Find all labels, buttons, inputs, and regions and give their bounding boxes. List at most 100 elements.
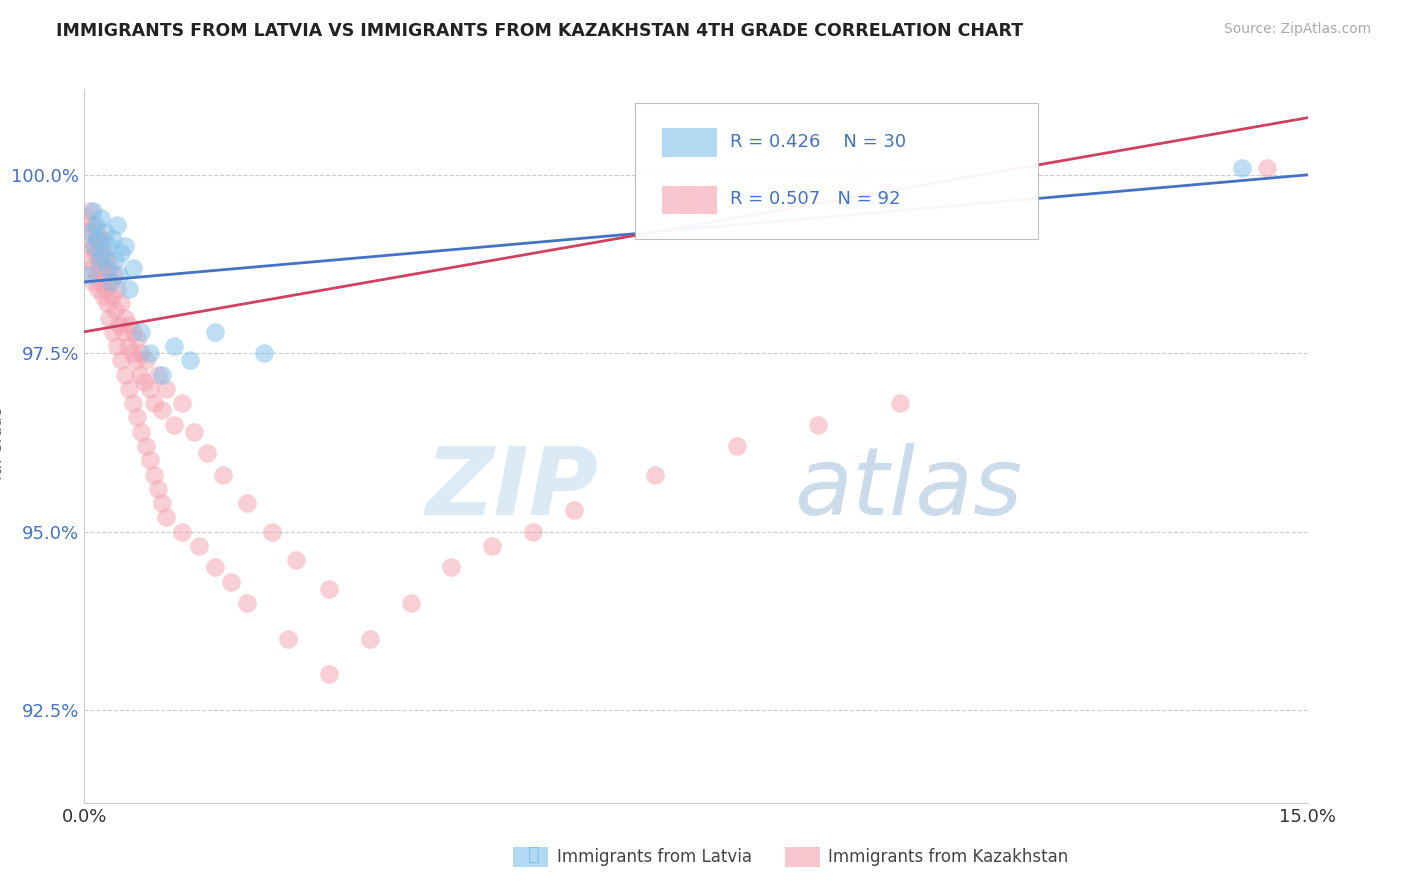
Point [644,467,666,482]
Point [359,632,381,646]
Point [163,417,186,432]
Point [114,239,136,253]
Point [77,225,100,239]
Text: R = 0.507   N = 92: R = 0.507 N = 92 [730,190,901,208]
Point [100,260,122,275]
Point [172,524,194,539]
Point [1256,161,1278,175]
Point [112,325,135,339]
Point [118,318,141,332]
Point [80,260,103,275]
Point [79,203,101,218]
Point [204,560,226,574]
Text: ZIP: ZIP [425,442,598,535]
Point [889,396,911,410]
Point [97,275,120,289]
Point [107,318,129,332]
Y-axis label: 4th Grade: 4th Grade [0,408,4,484]
FancyBboxPatch shape [662,186,717,214]
Point [122,396,145,410]
Point [91,232,114,246]
FancyBboxPatch shape [662,128,717,157]
Point [440,560,463,574]
Point [96,253,118,268]
Point [848,168,870,182]
Point [82,203,104,218]
Point [260,524,283,539]
Point [87,253,110,268]
Point [155,510,177,524]
Point [204,325,226,339]
Point [135,439,157,453]
Point [104,253,127,268]
Point [89,239,111,253]
Text: Source: ZipAtlas.com: Source: ZipAtlas.com [1223,22,1371,37]
Point [105,282,128,296]
Point [318,667,340,681]
Point [105,218,128,232]
Point [172,396,194,410]
Point [179,353,201,368]
Point [108,268,131,282]
Point [110,246,132,260]
Point [121,346,143,360]
Point [93,225,115,239]
Point [138,453,160,467]
Point [122,260,145,275]
Point [117,339,139,353]
Point [96,296,118,310]
Point [146,368,169,382]
Point [76,253,98,268]
Point [103,268,125,282]
Point [187,539,209,553]
Point [100,275,122,289]
Text: IMMIGRANTS FROM LATVIA VS IMMIGRANTS FROM KAZAKHSTAN 4TH GRADE CORRELATION CHART: IMMIGRANTS FROM LATVIA VS IMMIGRANTS FRO… [56,22,1024,40]
Point [87,282,110,296]
Point [146,482,169,496]
Point [101,289,124,303]
Point [84,225,107,239]
Point [132,375,155,389]
Point [150,403,173,417]
Point [101,325,124,339]
Point [93,246,115,260]
Point [80,239,103,253]
Point [91,289,114,303]
Point [163,339,186,353]
Point [481,539,503,553]
Point [86,232,108,246]
Point [150,368,173,382]
Point [114,368,136,382]
Point [101,232,124,246]
Point [127,332,149,346]
Point [522,524,544,539]
Point [277,632,299,646]
Point [562,503,585,517]
Point [195,446,218,460]
Point [138,382,160,396]
Point [135,353,157,368]
Point [90,260,112,275]
Point [97,239,120,253]
Point [236,596,259,610]
Point [142,467,165,482]
Point [150,496,173,510]
Point [90,275,112,289]
Point [94,282,117,296]
Point [131,325,153,339]
Point [122,325,145,339]
FancyBboxPatch shape [636,103,1039,239]
Point [104,303,127,318]
Point [155,382,177,396]
Point [90,211,112,225]
Point [97,310,120,325]
Point [86,268,108,282]
Point [114,310,136,325]
Point [83,239,105,253]
Point [138,346,160,360]
Point [127,410,149,425]
Text: Immigrants from Latvia: Immigrants from Latvia [557,848,752,866]
Point [183,425,205,439]
Text: atlas: atlas [794,443,1022,534]
Point [96,260,118,275]
